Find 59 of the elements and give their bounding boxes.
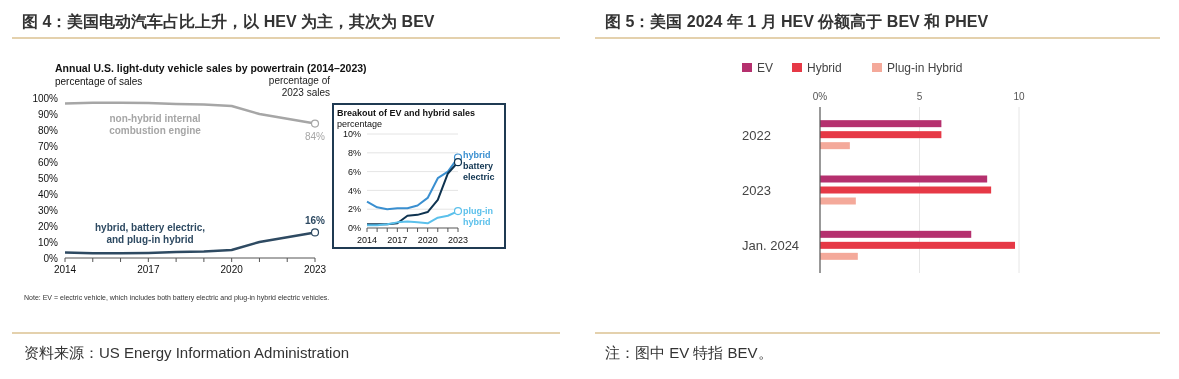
text: 资料来源：US Energy Information Administration — [24, 344, 350, 361]
y-tick-label: 70% — [37, 140, 59, 152]
text: 注：图中 EV 特指 BEV。 — [605, 344, 773, 361]
bar — [820, 175, 988, 183]
y-axis-title: percentage of sales — [55, 76, 143, 87]
series-label: battery electric — [463, 161, 495, 182]
y-tick-label: 2022 — [742, 127, 771, 143]
bar — [820, 241, 1016, 249]
data-label: 84% — [304, 130, 326, 142]
y-tick-label: 4% — [347, 185, 361, 196]
x-tick-label: 2017 — [137, 264, 160, 275]
x-tick-label: 2023 — [447, 235, 469, 245]
chart-title: 图 4：美国电动汽车占比上升，以 HEV 为主，其次为 BEV — [22, 12, 435, 30]
chart-title: Breakout of EV and hybrid sales — [337, 108, 476, 118]
x-tick-label: 2020 — [220, 264, 244, 275]
x-tick-label: 2014 — [356, 235, 378, 245]
bar — [820, 142, 850, 150]
bar — [820, 230, 972, 238]
y-tick-label: Jan. 2024 — [742, 238, 800, 254]
y-tick-label: 80% — [37, 124, 59, 136]
x-tick-label: 2020 — [417, 235, 438, 245]
bar — [820, 131, 942, 139]
y-tick-label: 2% — [347, 204, 361, 215]
legend-label: EV — [757, 61, 774, 75]
y-tick-label: 90% — [37, 108, 59, 120]
x-tick-label: 10 — [1013, 91, 1025, 102]
bar — [820, 186, 992, 194]
y-tick-label: 60% — [37, 156, 59, 168]
y-tick-label: 40% — [37, 188, 59, 200]
data-label: 16% — [304, 215, 326, 227]
series-label: hybrid, battery electric, and plug-in hybrid — [94, 222, 206, 245]
series-label: non-hybrid internal combustion engine — [109, 113, 202, 136]
series-label: plug-in hybrid — [463, 206, 493, 227]
y-tick-label: 10% — [37, 236, 59, 248]
y-tick-label: 30% — [37, 204, 59, 216]
y-tick-label: 6% — [347, 166, 361, 177]
chart-title: 图 5：美国 2024 年 1 月 HEV 份额高于 BEV 和 PHEV — [605, 12, 989, 30]
y-tick-label: 10% — [342, 129, 361, 140]
y-tick-label: 50% — [37, 172, 59, 184]
x-tick-label: 2014 — [53, 264, 77, 275]
bar — [820, 197, 856, 205]
x-tick-label: 5 — [916, 91, 923, 102]
x-tick-label: 2017 — [387, 235, 408, 245]
chart-subtitle: Annual U.S. light-duty vehicle sales by powertrain (2014–2023) — [55, 62, 367, 74]
x-tick-label: 2023 — [303, 264, 327, 275]
y-tick-label: 20% — [37, 220, 59, 232]
x-tick-label: 0% — [812, 91, 828, 102]
annotation: percentage of 2023 sales — [268, 75, 331, 98]
legend-label: Plug-in Hybrid — [887, 61, 963, 75]
y-tick-label: 8% — [347, 147, 361, 158]
bar — [820, 120, 942, 128]
bar — [820, 252, 858, 260]
series-label: hybrid — [463, 150, 491, 160]
y-tick-label: 0% — [347, 223, 361, 234]
legend-label: Hybrid — [807, 61, 842, 75]
y-tick-label: 100% — [32, 92, 59, 104]
y-tick-label: 0% — [43, 252, 59, 264]
y-tick-label: 2023 — [742, 183, 771, 198]
y-axis-title: percentage — [337, 119, 383, 129]
